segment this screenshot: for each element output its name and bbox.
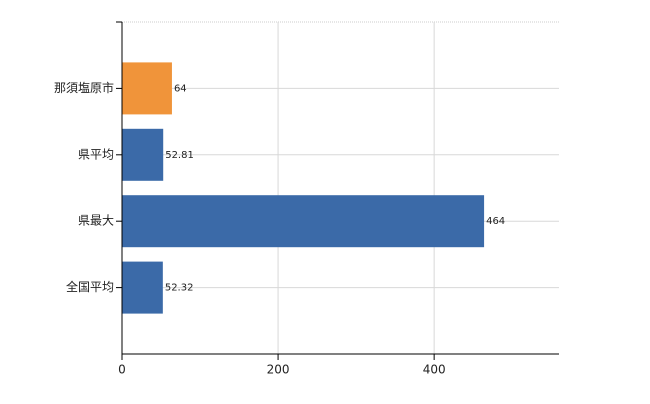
bar [122, 62, 172, 115]
bar [122, 128, 164, 181]
value-label: 52.32 [165, 283, 194, 294]
x-tick-label: 0 [118, 363, 126, 377]
bar [122, 261, 163, 314]
value-label: 52.81 [165, 150, 194, 161]
y-tick-label: 県最大 [78, 214, 114, 228]
value-label: 464 [486, 216, 505, 227]
value-label: 64 [174, 83, 187, 94]
y-tick-label: 那須塩原市 [54, 80, 114, 95]
y-tick-label: 全国平均 [66, 279, 114, 294]
x-tick-label: 400 [423, 363, 446, 377]
y-tick-label: 県平均 [78, 147, 114, 161]
x-tick-label: 200 [267, 363, 290, 377]
bar [122, 195, 485, 248]
